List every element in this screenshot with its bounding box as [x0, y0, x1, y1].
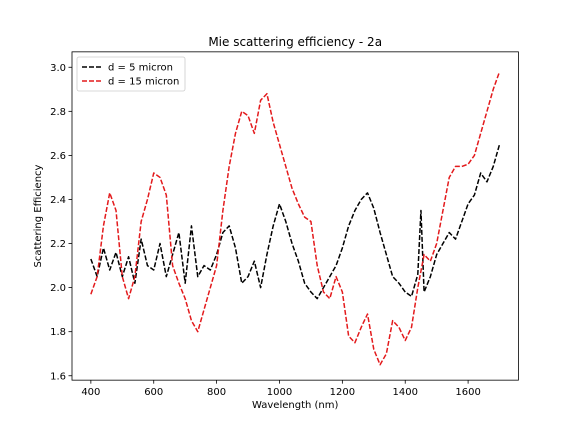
y-tick-label: 1.6: [50, 371, 66, 382]
y-axis-ticks: 1.6 1.8 2.0 2.2 2.4 2.6 2.8 3.0: [50, 63, 72, 382]
x-tick-label: 800: [207, 387, 226, 398]
x-axis-ticks: 400 600 800 1000 1200 1400 1600: [81, 380, 481, 398]
series-layer: [90, 71, 501, 366]
y-tick-label: 2.6: [50, 151, 66, 162]
chart-title: Mie scattering efficiency - 2a: [208, 35, 382, 49]
y-tick-label: 3.0: [50, 63, 66, 74]
y-axis-label: Scattering Efficiency: [33, 164, 44, 267]
x-tick-label: 1400: [393, 387, 418, 398]
y-tick-label: 1.8: [50, 327, 66, 338]
plot-background: [72, 51, 519, 381]
x-tick-label: 1200: [330, 387, 355, 398]
legend-box: [76, 56, 186, 92]
series-line-1: [90, 144, 501, 300]
y-tick-label: 2.0: [50, 283, 66, 294]
x-tick-label: 1000: [267, 387, 292, 398]
x-tick-label: 600: [144, 387, 163, 398]
legend-label-series-2: d = 15 micron: [108, 77, 179, 88]
y-tick-label: 2.8: [50, 107, 66, 118]
x-tick-label: 400: [81, 387, 100, 398]
legend-label-series-1: d = 5 micron: [108, 63, 173, 74]
legend: d = 5 micron d = 15 micron: [76, 56, 186, 92]
x-tick-label: 1600: [455, 387, 480, 398]
plot-frame: [71, 51, 519, 381]
series-line-2: [90, 71, 501, 366]
x-axis-label: Wavelength (nm): [252, 400, 338, 411]
y-tick-label: 2.4: [50, 195, 66, 206]
y-tick-label: 2.2: [50, 239, 66, 250]
